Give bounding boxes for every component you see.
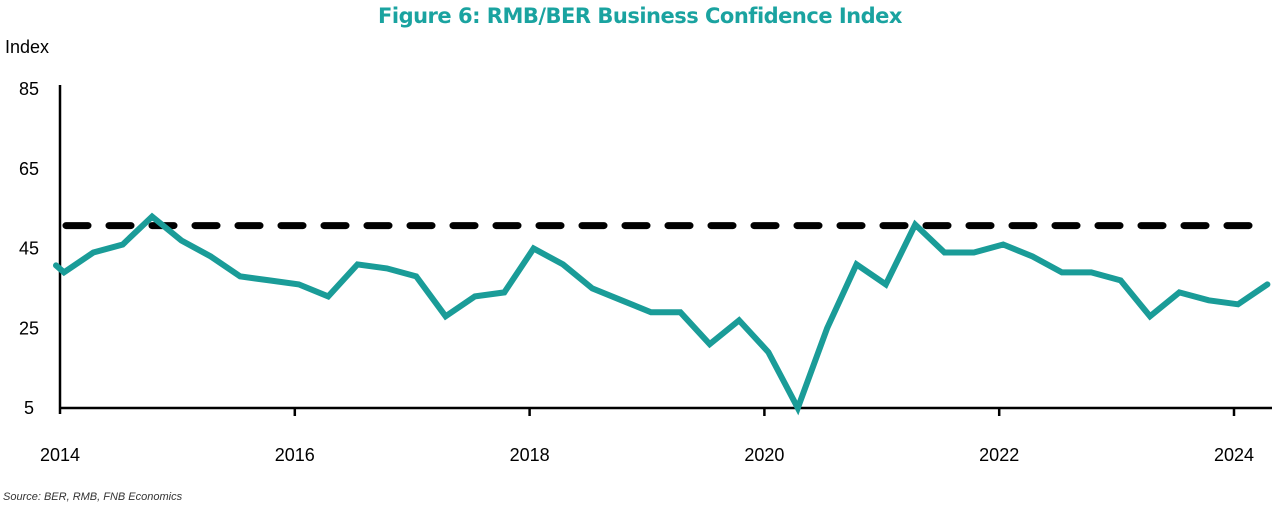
x-tick-label: 2014 [40, 445, 80, 465]
x-tick-label: 2024 [1214, 445, 1254, 465]
y-tick-label: 25 [19, 318, 39, 338]
x-axis-ticks: 2014 2016 2018 2020 2022 2024 [40, 408, 1254, 465]
x-tick-label: 2018 [510, 445, 550, 465]
y-tick-label: 85 [19, 79, 39, 99]
y-tick-label: 45 [19, 239, 39, 259]
y-tick-label: 5 [24, 398, 34, 418]
x-tick-label: 2020 [744, 445, 784, 465]
x-tick-label: 2016 [275, 445, 315, 465]
x-tick-label: 2022 [979, 445, 1019, 465]
chart-title: Figure 6: RMB/BER Business Confidence In… [378, 4, 902, 28]
y-tick-label: 65 [19, 159, 39, 179]
source-note: Source: BER, RMB, FNB Economics [3, 491, 183, 503]
y-axis-ticks: 85 65 45 25 5 [19, 79, 39, 418]
series-line [53, 212, 1271, 416]
series-group [53, 212, 1271, 416]
y-axis-label: Index [5, 37, 50, 57]
